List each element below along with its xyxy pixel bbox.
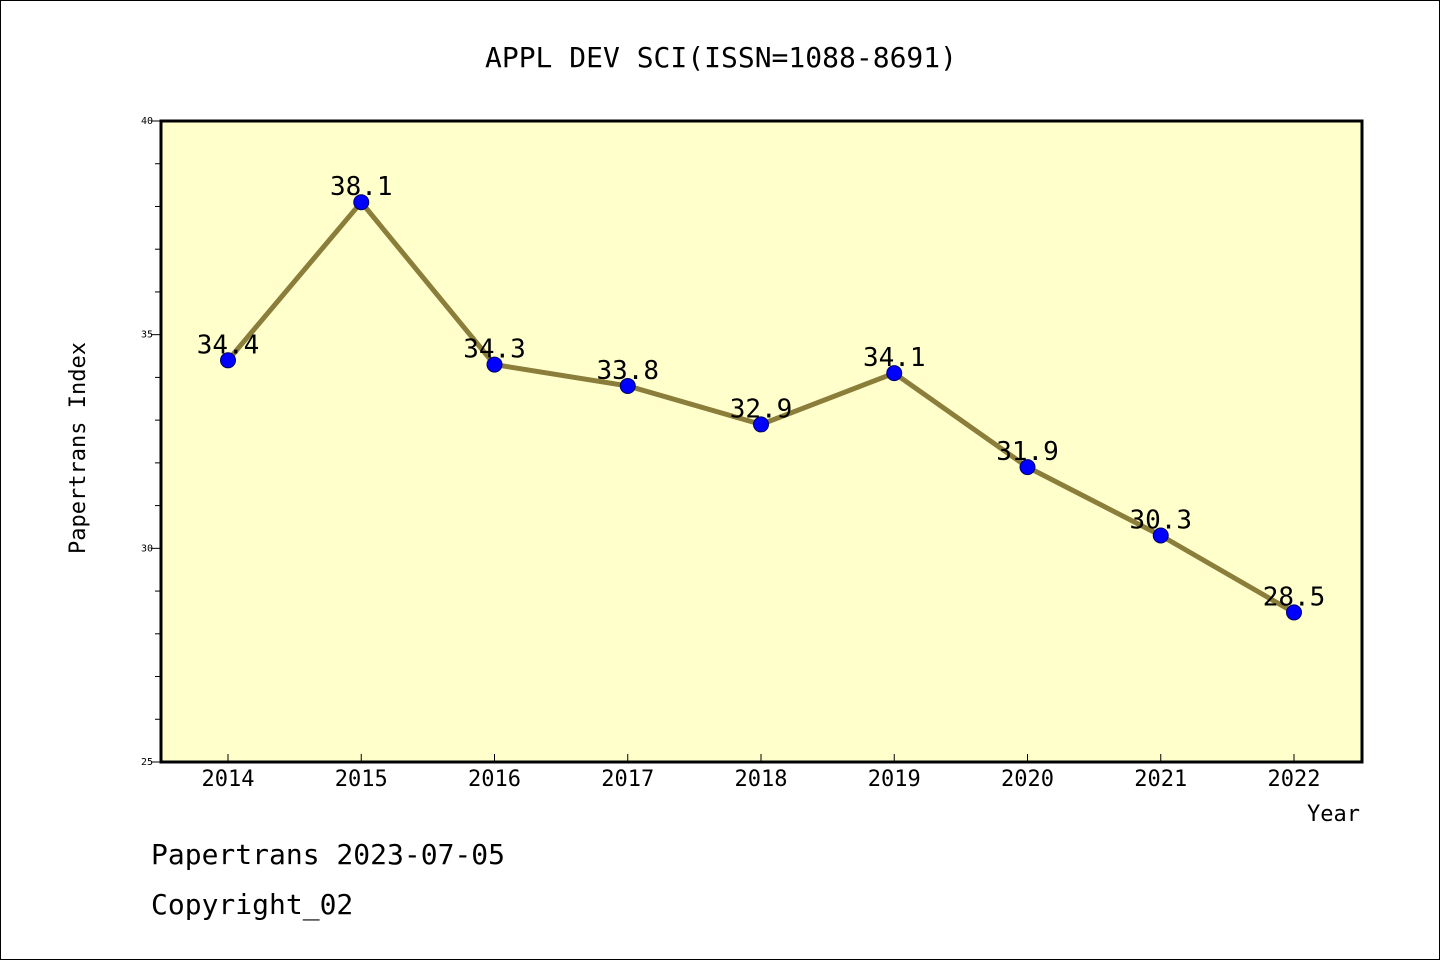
data-markers [220, 194, 1302, 621]
x-axis-label: Year [1307, 802, 1360, 827]
x-tick-label: 2016 [468, 767, 521, 792]
data-point [753, 416, 769, 433]
data-label: 33.8 [596, 356, 659, 386]
data-point [486, 356, 503, 373]
x-axis-ticks: 2014 2015 2016 2017 2018 2019 2020 2021 2022 [202, 754, 1321, 792]
data-point [619, 377, 636, 394]
y-tick-label: 35 [141, 330, 153, 341]
y-tick-label: 25 [141, 757, 153, 768]
data-label: 30.3 [1129, 506, 1192, 536]
data-label: 32.9 [730, 394, 793, 424]
x-tick-label: 2019 [868, 767, 921, 792]
data-label: 31.9 [996, 437, 1059, 467]
data-label: 34.4 [197, 330, 260, 360]
data-label: 28.5 [1263, 582, 1326, 612]
x-tick-label: 2021 [1134, 767, 1187, 792]
footer-date: Papertrans 2023-07-05 [151, 838, 505, 871]
x-tick-label: 2018 [735, 767, 788, 792]
y-tick-label: 30 [141, 543, 153, 554]
data-point [353, 194, 370, 211]
data-labels: 34.4 38.1 34.3 33.8 32.9 34.1 31.9 30.3 28.5 [197, 172, 1326, 612]
x-tick-label: 2020 [1001, 767, 1054, 792]
chart-title: APPL DEV SCI(ISSN=1088-8691) [485, 41, 957, 74]
data-label: 38.1 [330, 172, 393, 202]
plot-area [159, 119, 1364, 764]
data-label: 34.1 [863, 343, 926, 373]
x-tick-label: 2017 [601, 767, 654, 792]
y-axis-ticks: 25 30 35 40 [141, 116, 161, 768]
footer-copyright: Copyright_02 [151, 888, 353, 922]
y-axis-label: Papertrans Index [66, 342, 91, 554]
data-point [1019, 459, 1036, 476]
x-tick-label: 2015 [335, 767, 388, 792]
data-point [1286, 604, 1302, 621]
data-point [220, 352, 236, 369]
data-label: 34.3 [463, 335, 526, 365]
data-point [1152, 527, 1169, 544]
y-tick-label: 40 [141, 116, 153, 127]
data-point [886, 365, 903, 382]
x-tick-label: 2014 [202, 767, 255, 792]
x-tick-label: 2022 [1268, 767, 1321, 792]
